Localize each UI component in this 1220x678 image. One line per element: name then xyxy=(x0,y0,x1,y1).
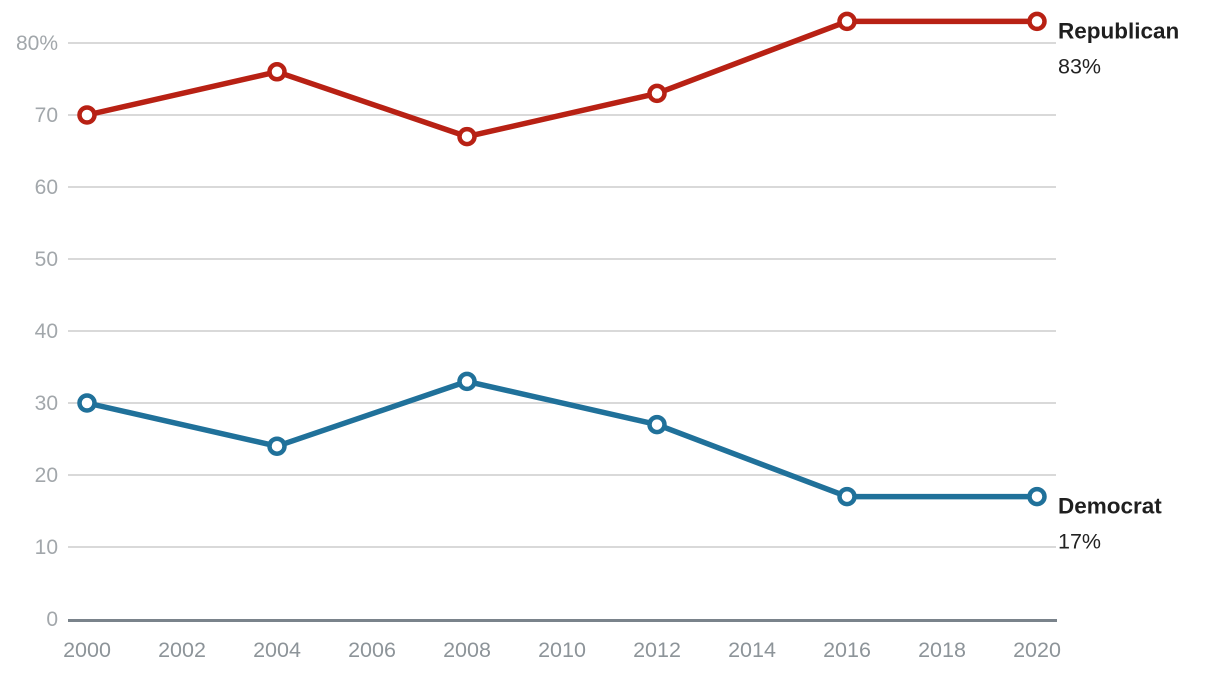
data-point-democrat-2004 xyxy=(267,436,287,456)
x-tick-label-2004: 2004 xyxy=(253,638,301,662)
x-tick-label-2006: 2006 xyxy=(348,638,396,662)
series-line-democrat xyxy=(84,378,1040,500)
x-tick-label-2016: 2016 xyxy=(823,638,871,662)
x-tick-label-2008: 2008 xyxy=(443,638,491,662)
series-end-value-democrat: 17% xyxy=(1058,530,1101,554)
y-tick-label-70: 70 xyxy=(35,104,58,127)
data-point-republican-2012 xyxy=(647,83,667,104)
data-point-democrat-2012 xyxy=(647,414,667,435)
data-point-democrat-2016 xyxy=(837,486,857,507)
y-tick-label-80: 80% xyxy=(16,32,58,55)
data-point-democrat-2000 xyxy=(77,393,97,413)
series-end-label-democrat: Democrat xyxy=(1058,494,1162,519)
data-point-republican-2020 xyxy=(1027,11,1047,32)
series-end-value-republican: 83% xyxy=(1058,54,1101,78)
x-tick-label-2018: 2018 xyxy=(918,638,966,662)
series-line-republican xyxy=(84,18,1040,140)
y-tick-label-40: 40 xyxy=(35,320,58,343)
y-tick-label-60: 60 xyxy=(35,176,58,199)
x-tick-label-2020: 2020 xyxy=(1013,638,1061,662)
y-tick-label-20: 20 xyxy=(35,464,58,487)
data-point-republican-2008 xyxy=(457,126,477,147)
x-tick-label-2002: 2002 xyxy=(158,638,206,662)
y-tick-label-10: 10 xyxy=(35,536,58,559)
x-tick-label-2010: 2010 xyxy=(538,638,586,662)
x-tick-label-2012: 2012 xyxy=(633,638,681,662)
y-tick-label-30: 30 xyxy=(35,392,58,415)
x-tick-label-2014: 2014 xyxy=(728,638,776,662)
data-point-republican-2004 xyxy=(267,62,287,82)
series-end-label-republican: Republican xyxy=(1058,18,1179,43)
y-tick-label-50: 50 xyxy=(35,248,58,271)
data-point-democrat-2008 xyxy=(457,371,477,392)
data-point-republican-2000 xyxy=(77,105,97,125)
y-tick-label-0: 0 xyxy=(46,608,58,631)
x-tick-label-2000: 2000 xyxy=(63,638,111,662)
data-point-democrat-2020 xyxy=(1027,486,1047,507)
data-point-republican-2016 xyxy=(837,11,857,32)
